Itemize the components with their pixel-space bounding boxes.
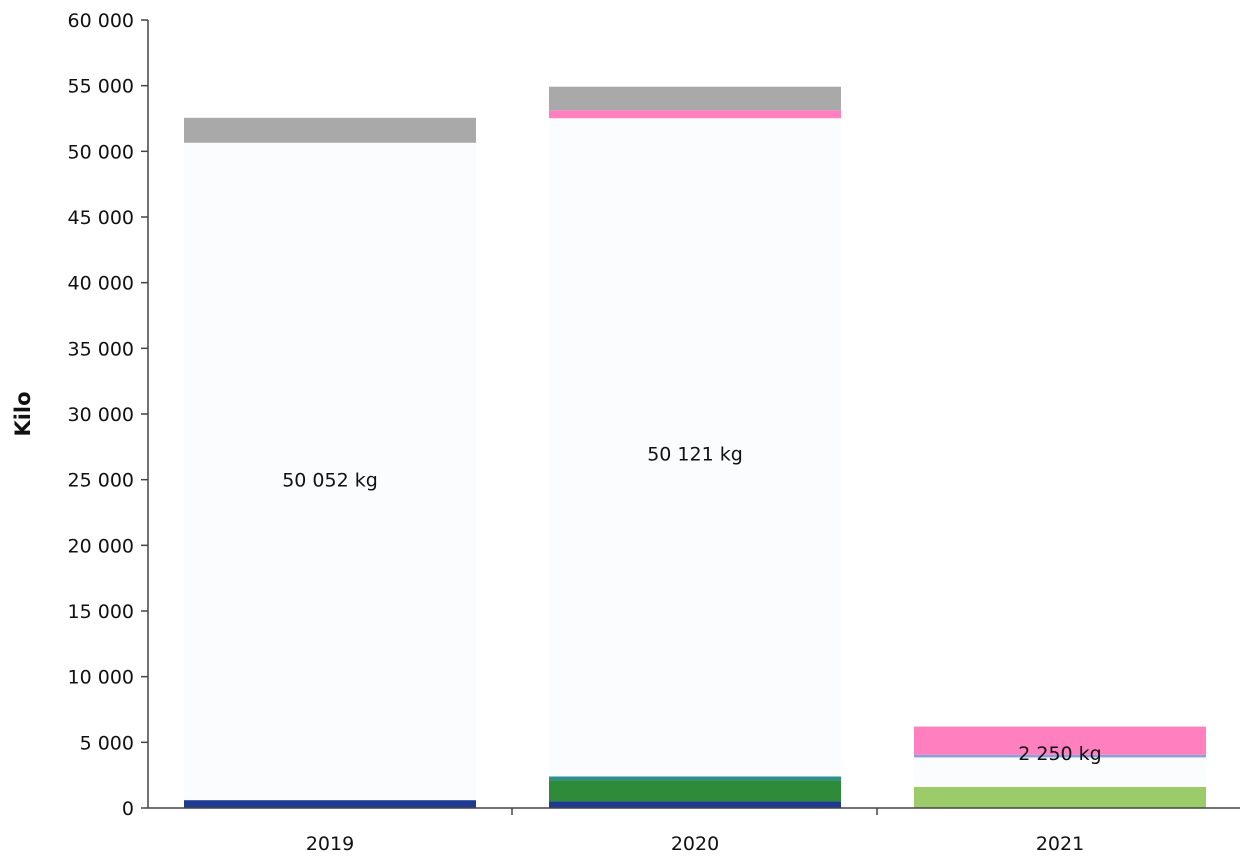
- y-axis-title: Kilo: [11, 391, 35, 436]
- data-label-2021: 2 250 kg: [1018, 743, 1102, 765]
- bar-segment-2020-2: [549, 776, 841, 781]
- data-label-2019: 50 052 kg: [282, 470, 378, 492]
- y-tick-label: 30 000: [68, 404, 134, 426]
- bar-segment-2021-5: [914, 754, 1206, 758]
- bar-segment-2020-6: [549, 110, 841, 119]
- bars-layer: [184, 86, 1206, 808]
- y-tick-label: 10 000: [68, 667, 134, 689]
- axes-layer: 0 5 000 10 000 15 000 20 000 25 000 30 000 35 0…: [68, 10, 1240, 855]
- y-tick-label: 40 000: [68, 273, 134, 295]
- y-tick-label: 45 000: [68, 207, 134, 229]
- data-label-2020: 50 121 kg: [647, 443, 743, 465]
- y-tick-label: 35 000: [68, 338, 134, 360]
- bar-segment-2019-7: [184, 117, 476, 143]
- y-tick-label: 5 000: [80, 732, 134, 754]
- bar-segment-2020-0: [549, 801, 841, 808]
- y-tick-label: 15 000: [68, 601, 134, 623]
- y-tick-label: 25 000: [68, 470, 134, 492]
- y-tick-label: 55 000: [68, 76, 134, 98]
- bar-segment-2019-0: [184, 800, 476, 808]
- bar-segment-2019-4: [184, 142, 476, 801]
- x-tick-label-2020: 2020: [671, 833, 719, 855]
- y-tick-label: 0: [122, 798, 134, 820]
- bar-segment-2021-3: [914, 786, 1206, 808]
- x-tick-label-2019: 2019: [306, 833, 354, 855]
- bar-segment-2020-1: [549, 780, 841, 802]
- y-tick-label: 20 000: [68, 535, 134, 557]
- bar-segment-2021-4: [914, 757, 1206, 787]
- x-tick-label-2021: 2021: [1036, 833, 1084, 855]
- y-tick-label: 50 000: [68, 141, 134, 163]
- bar-segment-2020-7: [549, 86, 841, 111]
- bar-segment-2021-6: [914, 726, 1206, 755]
- labels-layer: 50 052 kg 50 121 kg 2 250 kg: [282, 443, 1102, 764]
- bar-segment-2020-4: [549, 118, 841, 777]
- y-tick-label: 60 000: [68, 10, 134, 32]
